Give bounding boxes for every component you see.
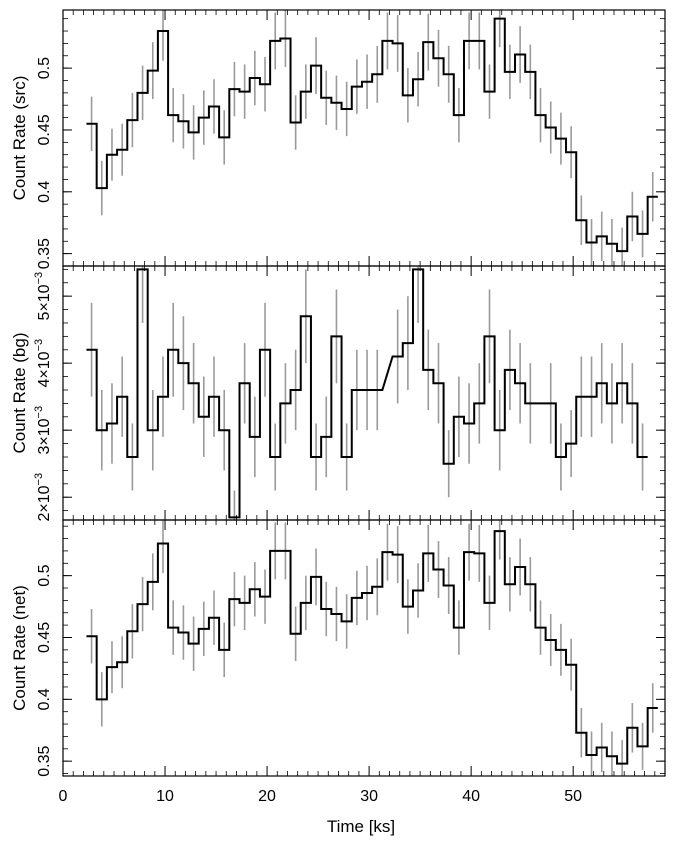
series-src-step-line	[86, 17, 658, 253]
panel-src-y-axis-title: Count Rate (src)	[10, 76, 29, 201]
y-tick-label: 4×10−3	[33, 339, 53, 388]
x-tick-label: 30	[360, 788, 378, 805]
panel-net-plot-area	[86, 520, 658, 776]
panel-src-x-ticks	[62, 10, 666, 266]
y-tick-label: 5×10−3	[33, 272, 53, 321]
x-tick-label: 10	[156, 788, 174, 805]
panel-bg-y-axis-title: Count Rate (bg)	[10, 333, 29, 454]
series-bg-step-line	[86, 268, 648, 519]
x-tick-label: 40	[462, 788, 480, 805]
panel-bg-y-axis: 2×10−3 3×10−3 4×10−3 5×10−3	[33, 268, 665, 522]
y-tick-label: 0.4	[36, 688, 53, 710]
y-tick-label: 0.35	[36, 745, 53, 776]
y-tick-label: 0.5	[36, 57, 53, 79]
x-axis-title: Time [ks]	[327, 817, 395, 836]
y-tick-label: 0.45	[36, 114, 53, 145]
panel-net-y-axis-title: Count Rate (net)	[10, 585, 29, 711]
y-tick-label: 0.5	[36, 564, 53, 586]
panel-bg-plot-area	[86, 266, 648, 520]
y-tick-label: 0.35	[36, 238, 53, 269]
x-tick-label: 50	[564, 788, 582, 805]
panel-bg-x-ticks	[62, 266, 666, 520]
panel-net-y-axis: 0.35 0.4 0.45 0.5	[36, 525, 665, 777]
x-axis: 0 10 20 30 40 50	[59, 788, 583, 805]
panel-src-plot-area	[86, 10, 658, 266]
panel-src: 0.35 0.4 0.45 0.5 Count Rate (src)	[10, 9, 666, 269]
y-tick-label: 0.4	[36, 181, 53, 203]
x-tick-label: 0	[59, 788, 68, 805]
panel-net: 0.35 0.4 0.45 0.5 Count Rate (net)	[10, 519, 666, 777]
panel-net-frame	[62, 519, 666, 777]
y-tick-label: 0.45	[36, 622, 53, 653]
panels: 0.35 0.4 0.45 0.5 Count Rate (src) 2×10−3 3×10…	[10, 9, 666, 777]
series-net-step-line	[86, 530, 658, 765]
y-tick-label: 2×10−3	[33, 473, 53, 522]
y-tick-label: 3×10−3	[33, 406, 53, 455]
panel-src-y-axis: 0.35 0.4 0.45 0.5	[36, 18, 665, 269]
x-tick-label: 20	[258, 788, 276, 805]
panel-net-x-ticks	[62, 520, 666, 776]
